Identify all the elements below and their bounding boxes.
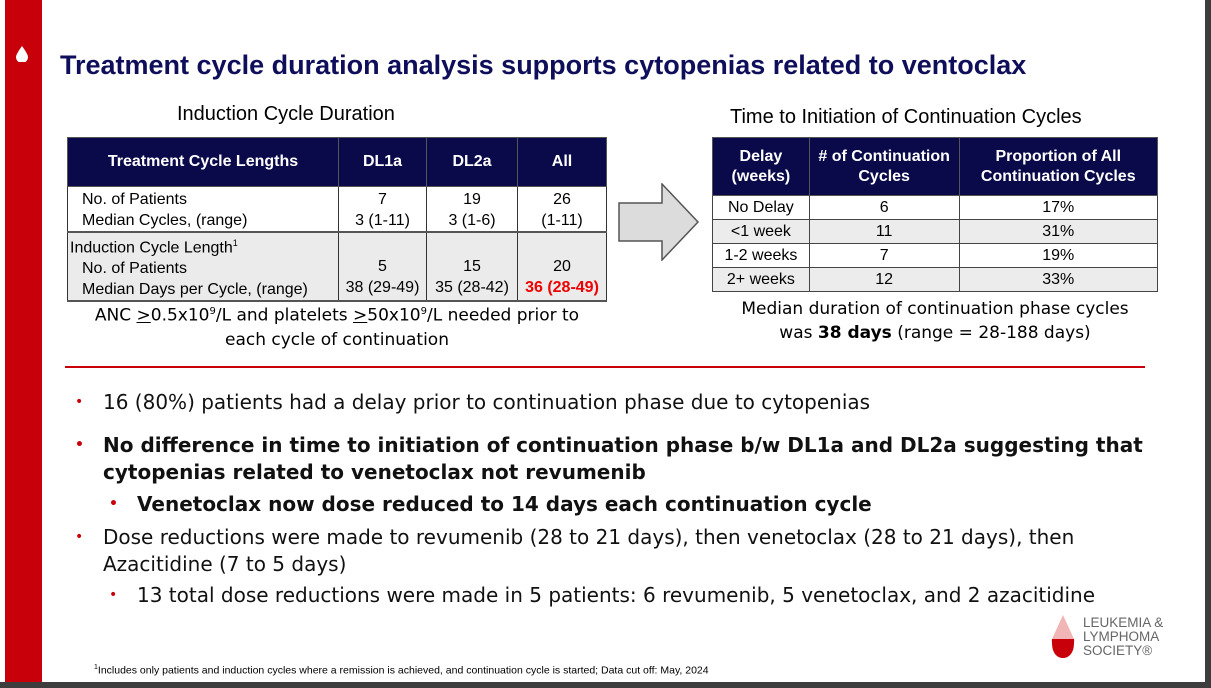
continuation-table: Delay (weeks) # of Continuation Cycles Pro… — [712, 137, 1159, 292]
bullet-item: • No difference in time to initiation of … — [75, 433, 1143, 484]
row-label: No. of Patients — [82, 191, 187, 208]
slide-title: Treatment cycle duration analysis suppor… — [60, 50, 1027, 80]
cell: 20 — [553, 258, 571, 276]
median-duration-note: Median duration of continuation phase cy… — [741, 299, 1129, 343]
cell: 15 — [463, 258, 481, 276]
col-header: Proportion of All Continuation Cycles — [958, 137, 1159, 196]
table-row: No Delay 6 17% — [712, 195, 1159, 220]
anc-note: ANC >0.5x109/L and platelets >50x109/L n… — [94, 305, 580, 350]
cell: 5 — [378, 258, 387, 276]
continuation-caption: Time to Initiation of Continuation Cycle… — [730, 106, 1082, 128]
col-header: DL2a — [426, 137, 518, 187]
table-row: Induction Cycle Length1 No. of Patients Me… — [67, 230, 607, 303]
blood-drop-icon — [16, 46, 28, 62]
col-header: All — [517, 137, 607, 187]
sub-bullet-item: • 13 total dose reductions were made in 5… — [109, 583, 1096, 607]
col-header: DL1a — [338, 137, 427, 187]
col-header: Treatment Cycle Lengths — [67, 137, 339, 187]
footnote-ref: 1 — [232, 238, 238, 248]
cell: 7 — [378, 191, 387, 208]
induction-caption: Induction Cycle Duration — [177, 103, 395, 125]
table-row: No. of Patients Median Cycles, (range) 7 3… — [67, 186, 607, 232]
divider — [65, 366, 1145, 368]
section-label: Induction Cycle Length — [70, 239, 233, 257]
cell: 35 (28-42) — [435, 279, 509, 297]
row-label: Median Days per Cycle, (range) — [82, 281, 308, 299]
cell: 19 — [463, 191, 481, 208]
cell: (1-11) — [541, 212, 583, 229]
row-label: No. of Patients — [82, 260, 187, 278]
cell: 3 (1-11) — [355, 212, 410, 229]
cell: 3 (1-6) — [448, 212, 496, 229]
bullet-item: • 16 (80%) patients had a delay prior to … — [75, 390, 871, 414]
table-row: 2+ weeks 12 33% — [712, 267, 1159, 292]
lls-logo-text: LEUKEMIA & LYMPHOMA SOCIETY® — [1083, 615, 1164, 658]
col-header: # of Continuation Cycles — [808, 137, 960, 196]
sub-bullet-item: • Venetoclax now dose reduced to 14 days … — [109, 492, 872, 516]
footnote: 1Includes only patients and induction cy… — [94, 664, 709, 677]
lls-logo-drop-icon — [1051, 615, 1075, 658]
row-label: Median Cycles, (range) — [82, 212, 248, 229]
red-side-bar — [5, 0, 42, 682]
induction-table: Treatment Cycle Lengths DL1a DL2a All No. o… — [67, 137, 607, 303]
cell: 38 (29-49) — [345, 279, 420, 297]
cell: 26 — [553, 191, 571, 208]
right-arrow-icon — [618, 183, 700, 261]
table-row: <1 week 11 31% — [712, 219, 1159, 244]
highlighted-cell: 36 (28-49) — [525, 279, 599, 297]
table-row: 1-2 weeks 7 19% — [712, 243, 1159, 268]
col-header: Delay (weeks) — [712, 137, 810, 196]
bullet-item: • Dose reductions were made to revumenib … — [75, 525, 1075, 576]
